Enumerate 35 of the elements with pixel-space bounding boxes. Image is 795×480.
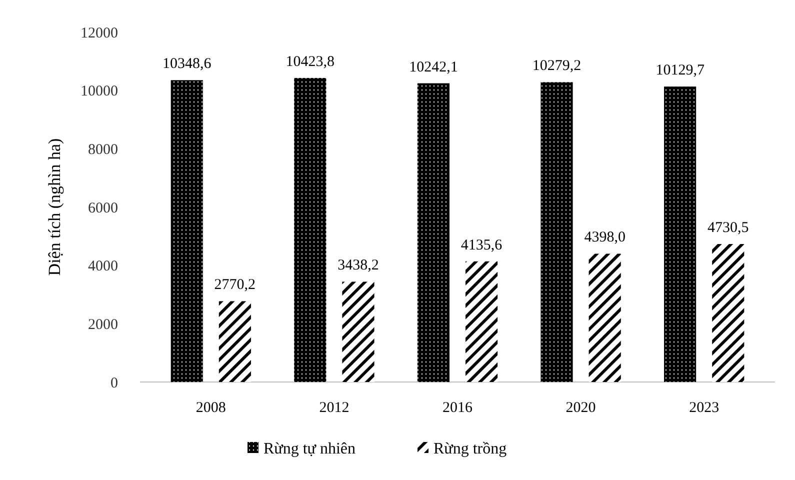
y-tick-label: 8000 xyxy=(88,142,118,158)
data-label: 10242,1 xyxy=(409,59,458,76)
bar xyxy=(294,78,326,382)
y-tick-label: 6000 xyxy=(88,200,118,216)
data-label: 10279,2 xyxy=(532,58,582,74)
x-tick-label: 2023 xyxy=(689,400,720,416)
data-label: 10129,7 xyxy=(656,62,705,79)
y-tick-label: 10000 xyxy=(80,84,118,100)
bar xyxy=(540,82,573,382)
bar xyxy=(218,301,251,382)
legend-label: Rừng trồng xyxy=(434,440,507,458)
x-tick-label: 2008 xyxy=(196,400,226,416)
x-tick-label: 2020 xyxy=(566,400,596,416)
bar xyxy=(417,83,450,382)
bar xyxy=(342,282,374,382)
x-tick-label: 2012 xyxy=(319,400,350,416)
data-label: 2770,2 xyxy=(214,277,256,294)
y-axis-title: Diện tích (nghìn ha) xyxy=(45,138,64,276)
y-tick-label: 2000 xyxy=(88,316,118,333)
legend-label: Rừng tự nhiên xyxy=(264,440,356,458)
y-tick-label: 0 xyxy=(110,375,118,392)
bar xyxy=(664,86,696,382)
data-label: 4730,5 xyxy=(708,220,749,236)
data-label: 10348,6 xyxy=(162,56,212,72)
data-label: 3438,2 xyxy=(338,258,379,274)
data-label: 4135,6 xyxy=(460,237,503,254)
y-tick-label: 12000 xyxy=(80,25,118,42)
x-tick-label: 2016 xyxy=(442,400,473,416)
bar xyxy=(588,254,621,382)
data-label: 10423,8 xyxy=(286,54,335,70)
bar xyxy=(712,244,744,382)
y-tick-label: 4000 xyxy=(88,258,118,275)
bar xyxy=(170,80,203,382)
bar xyxy=(466,261,498,382)
data-label: 4398,0 xyxy=(584,230,626,246)
